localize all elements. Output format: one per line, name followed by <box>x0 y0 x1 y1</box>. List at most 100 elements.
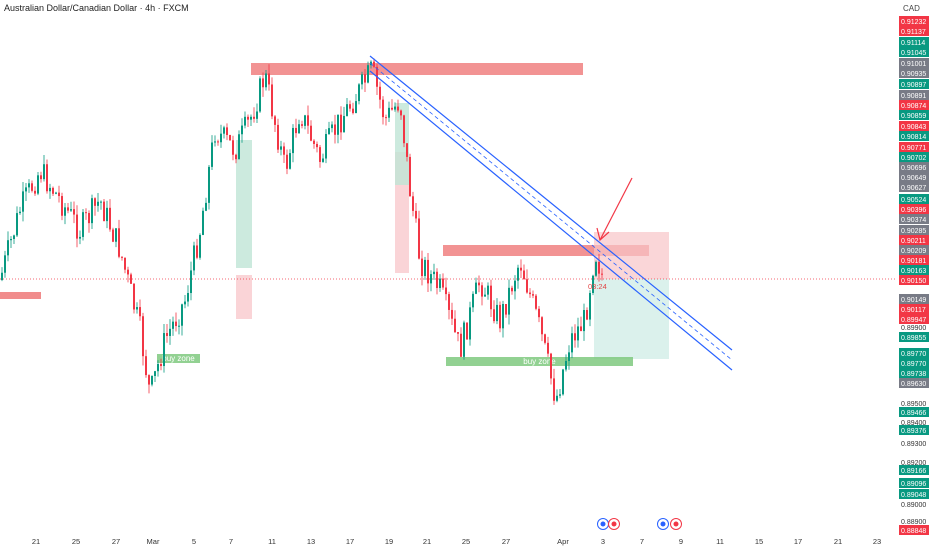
channel-lower-line[interactable] <box>369 70 733 371</box>
trend-channel[interactable] <box>369 55 733 371</box>
zone-buy-1[interactable] <box>157 354 200 363</box>
sell-zone-left[interactable] <box>0 292 41 299</box>
candle <box>556 389 558 403</box>
price-label[interactable]: 0.90163 <box>899 265 929 275</box>
candle <box>157 360 159 377</box>
price-label[interactable]: 0.91001 <box>899 58 929 68</box>
arrow-annotation[interactable] <box>596 177 633 242</box>
price-label[interactable]: 0.89096 <box>899 478 929 488</box>
price-label[interactable]: 0.90524 <box>899 194 929 204</box>
svg-text:0.90163: 0.90163 <box>901 268 926 275</box>
candle <box>505 303 507 318</box>
price-label[interactable]: 0.89900 <box>901 325 926 332</box>
price-label[interactable]: 0.90891 <box>899 90 929 100</box>
price-label[interactable]: 0.91045 <box>899 47 929 57</box>
event-icons[interactable] <box>597 518 682 530</box>
time-tick-label: 15 <box>755 537 763 546</box>
price-label[interactable]: 0.89200 <box>901 460 926 467</box>
green-box-1[interactable] <box>236 140 252 268</box>
price-label[interactable]: 0.90771 <box>899 142 929 152</box>
svg-text:0.89466: 0.89466 <box>901 410 926 417</box>
candle <box>520 259 522 278</box>
price-label[interactable]: 0.90149 <box>899 294 929 304</box>
price-label[interactable]: 0.88848 <box>899 525 929 535</box>
svg-text:0.89376: 0.89376 <box>901 428 926 435</box>
time-axis[interactable]: 21 25 27 Mar 5 7 11 13 17 19 21 25 27 Apr 3 7 9 11 15 17 21 2… <box>32 537 881 546</box>
price-label[interactable]: 0.88900 <box>901 519 926 526</box>
australia-flag-icon[interactable] <box>657 518 669 530</box>
svg-text:0.89947: 0.89947 <box>901 317 926 324</box>
candle <box>184 295 186 309</box>
price-label[interactable]: 0.89300 <box>901 441 926 448</box>
price-label[interactable]: 0.90702 <box>899 152 929 162</box>
take-profit-zone[interactable] <box>594 279 669 359</box>
price-label[interactable]: 0.89376 <box>899 425 929 435</box>
price-label[interactable]: 0.90649 <box>899 172 929 182</box>
price-label[interactable]: 0.89048 <box>899 489 929 499</box>
price-label[interactable]: 0.90374 <box>899 214 929 224</box>
candle <box>127 266 129 283</box>
price-label[interactable]: 0.91114 <box>899 37 929 47</box>
price-label[interactable]: 0.89466 <box>899 407 929 417</box>
price-label[interactable]: 0.91137 <box>899 26 929 36</box>
price-label[interactable]: 0.89738 <box>899 368 929 378</box>
price-label[interactable]: 0.90874 <box>899 100 929 110</box>
price-label[interactable]: 0.90814 <box>899 131 929 141</box>
canada-flag-icon[interactable] <box>670 518 682 530</box>
australia-flag-icon[interactable] <box>597 518 609 530</box>
price-label[interactable]: 0.90181 <box>899 255 929 265</box>
resistance-zone-top[interactable] <box>251 63 583 75</box>
zone-buy-2[interactable] <box>446 357 633 366</box>
candle <box>229 134 231 141</box>
pink-box-1[interactable] <box>236 275 252 319</box>
price-label[interactable]: 0.90211 <box>899 235 929 245</box>
price-label[interactable]: 0.90696 <box>899 162 929 172</box>
price-axis[interactable]: 0.91232 0.91137 0.91114 0.91045 0.91001 0.909… <box>899 16 929 535</box>
price-label[interactable]: 0.90935 <box>899 68 929 78</box>
candle <box>43 154 45 182</box>
candle <box>343 106 345 133</box>
candle <box>454 310 456 334</box>
price-label[interactable]: 0.90209 <box>899 245 929 255</box>
candle <box>352 102 354 115</box>
canada-flag-icon[interactable] <box>608 518 620 530</box>
svg-text:0.89738: 0.89738 <box>901 371 926 378</box>
candle <box>268 64 270 91</box>
channel-upper-line[interactable] <box>369 55 733 351</box>
candle <box>535 294 537 311</box>
price-label[interactable]: 0.90150 <box>899 275 929 285</box>
time-tick-label: 25 <box>462 537 470 546</box>
price-label[interactable]: 0.90396 <box>899 204 929 214</box>
green-box-2[interactable] <box>395 103 409 185</box>
price-label[interactable]: 0.89166 <box>899 465 929 475</box>
candle <box>163 324 165 373</box>
resistance-zone-mid[interactable] <box>443 245 649 256</box>
price-label[interactable]: 0.89855 <box>899 332 929 342</box>
price-label[interactable]: 0.89500 <box>901 401 926 408</box>
price-label[interactable]: 0.90117 <box>899 304 929 314</box>
candle <box>13 234 15 244</box>
svg-text:0.90891: 0.90891 <box>901 93 926 100</box>
price-label[interactable]: 0.90859 <box>899 110 929 120</box>
candle <box>223 125 225 139</box>
candle <box>592 274 594 296</box>
price-label[interactable]: 0.89947 <box>899 314 929 324</box>
candle <box>160 358 162 371</box>
price-label[interactable]: 0.90285 <box>899 225 929 235</box>
candle <box>58 185 60 203</box>
price-label[interactable]: 0.89000 <box>901 502 926 509</box>
price-label[interactable]: 0.89400 <box>901 420 926 427</box>
price-label[interactable]: 0.90843 <box>899 121 929 131</box>
price-label[interactable]: 0.89770 <box>899 348 929 358</box>
time-tick-label: 27 <box>502 537 510 546</box>
price-label[interactable]: 0.89630 <box>899 378 929 388</box>
svg-text:0.89166: 0.89166 <box>901 468 926 475</box>
price-label[interactable]: 0.91232 <box>899 16 929 26</box>
price-label[interactable]: 0.90897 <box>899 79 929 89</box>
candle <box>220 124 222 148</box>
candle <box>262 72 264 97</box>
price-label[interactable]: 0.90627 <box>899 182 929 192</box>
stop-loss-zone[interactable] <box>594 232 669 279</box>
price-label[interactable]: 0.89770 <box>899 358 929 368</box>
